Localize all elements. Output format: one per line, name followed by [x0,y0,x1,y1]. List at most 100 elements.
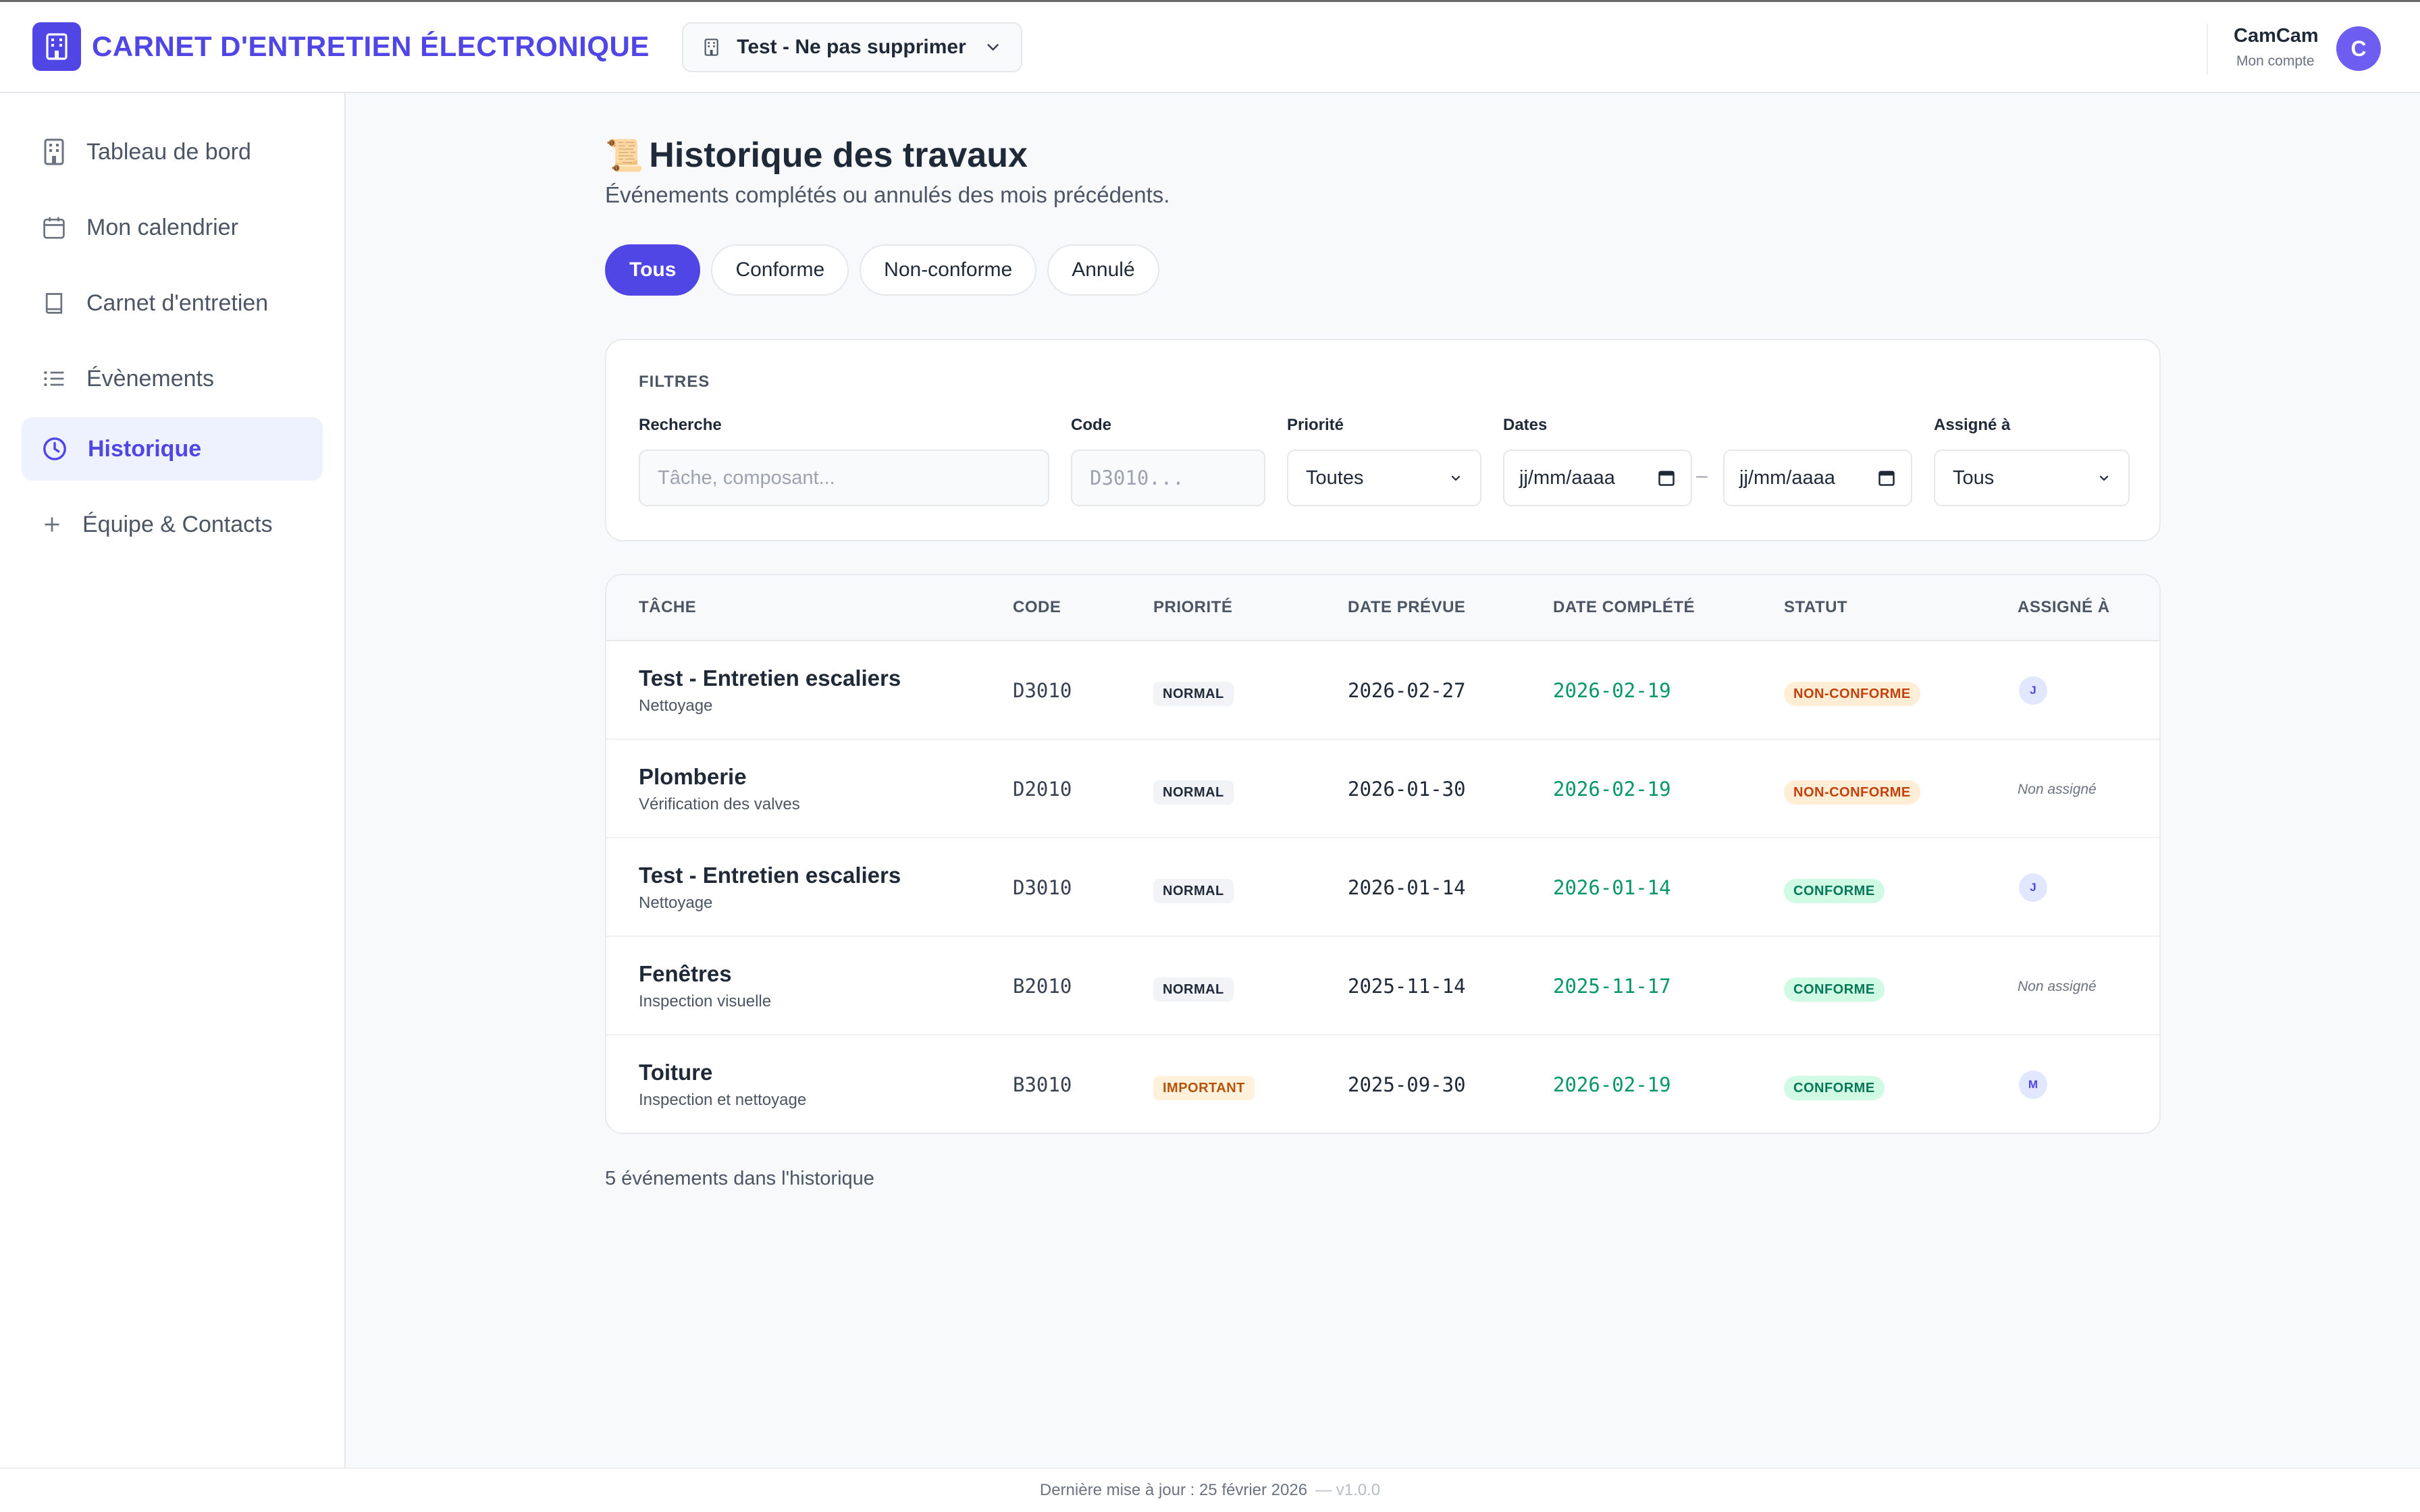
task-component: Vérification des valves [639,795,800,813]
status-badge: NON-CONFORME [1784,682,1920,706]
page-title: 📜 Historique des travaux [605,135,1028,176]
column-header-completed-date[interactable]: DATE COMPLÉTÉ [1553,598,1695,616]
filters-title: FILTRES [639,373,710,391]
tab-annule[interactable]: Annulé [1047,244,1159,296]
date-to-input[interactable]: jj/mm/aaaa [1723,450,1912,506]
building-selector[interactable]: Test - Ne pas supprimer [682,22,1022,72]
column-header-priority[interactable]: PRIORITÉ [1153,598,1233,616]
clock-icon [43,437,66,460]
due-date: 2025-11-14 [1348,975,1466,998]
date-range-separator: – [1696,464,1708,487]
tab-non-conforme[interactable]: Non-conforme [860,244,1037,296]
due-date: 2026-01-14 [1348,876,1466,899]
building-icon [704,38,718,56]
column-header-task[interactable]: TÂCHE [639,598,697,616]
status-badge: CONFORME [1784,879,1885,903]
sidebar: Tableau de bord Mon calendrier Carnet d'… [0,93,346,1467]
sidebar-item-calendar[interactable]: Mon calendrier [22,196,323,259]
search-input[interactable]: Tâche, composant... [639,450,1049,506]
priority-select-value: Toutes [1306,466,1364,489]
sidebar-item-label: Historique [88,435,202,462]
last-updated: Dernière mise à jour : 25 février 2026 [1039,1481,1308,1499]
search-label: Recherche [639,416,722,434]
history-table: TÂCHE CODE PRIORITÉ DATE PRÉVUE DATE COM… [605,574,2161,1134]
code-input[interactable]: D3010... [1071,450,1265,506]
task-component: Inspection et nettoyage [639,1091,807,1109]
status-badge: CONFORME [1784,977,1885,1002]
column-header-status[interactable]: STATUT [1784,598,1848,616]
user-avatar[interactable]: C [2336,26,2381,71]
user-name[interactable]: CamCam [2234,25,2319,47]
column-header-code[interactable]: CODE [1013,598,1061,616]
task-component: Inspection visuelle [639,992,772,1010]
tab-conforme[interactable]: Conforme [711,244,849,296]
dates-label: Dates [1503,416,1548,434]
table-row[interactable]: Test - Entretien escaliers Nettoyage D30… [606,838,2159,937]
task-component: Nettoyage [639,697,713,715]
date-from-value: jj/mm/aaaa [1519,466,1615,489]
calendar-icon [43,217,65,239]
sidebar-item-events[interactable]: Évènements [22,347,323,410]
priority-badge: NORMAL [1153,977,1234,1002]
sidebar-item-history[interactable]: Historique [22,417,323,481]
table-row[interactable]: Toiture Inspection et nettoyage B3010 IM… [606,1035,2159,1133]
column-header-assignee[interactable]: ASSIGNÉ À [2018,598,2110,616]
sidebar-item-dashboard[interactable]: Tableau de bord [22,120,323,184]
column-header-due-date[interactable]: DATE PRÉVUE [1348,598,1466,616]
assignee-avatar: J [2019,676,2047,705]
footer: Dernière mise à jour : 25 février 2026 —… [0,1467,2420,1512]
due-date: 2026-02-27 [1348,679,1466,702]
filters-panel: FILTRES Recherche Tâche, composant... Co… [605,339,2161,541]
task-title: Toiture [639,1060,713,1085]
sidebar-item-label: Mon calendrier [86,214,238,240]
building-icon [44,138,64,165]
task-code: B2010 [1013,975,1072,998]
sidebar-item-label: Évènements [86,365,214,392]
task-code: D3010 [1013,876,1072,899]
sidebar-item-label: Tableau de bord [86,138,251,165]
assigned-select-value: Tous [1953,466,1995,489]
task-title: Test - Entretien escaliers [639,863,901,888]
status-badge: NON-CONFORME [1784,780,1920,805]
due-date: 2025-09-30 [1348,1073,1466,1096]
history-count: 5 événements dans l'historique [605,1168,874,1189]
scroll-icon: 📜 [605,137,644,173]
sidebar-item-team-contacts[interactable]: Équipe & Contacts [22,493,323,556]
page-subtitle: Événements complétés ou annulés des mois… [605,182,1170,207]
chevron-down-icon [1451,475,1461,481]
task-title: Plomberie [639,764,747,789]
tab-all[interactable]: Tous [605,244,701,296]
table-row[interactable]: Plomberie Vérification des valves D2010 … [606,740,2159,838]
table-header: TÂCHE CODE PRIORITÉ DATE PRÉVUE DATE COM… [606,575,2159,641]
calendar-icon [1878,470,1895,486]
status-tabs: Tous Conforme Non-conforme Annulé [605,244,1159,296]
building-selector-label: Test - Ne pas supprimer [737,36,966,58]
sidebar-item-label: Équipe & Contacts [82,511,273,537]
sidebar-item-maintenance-book[interactable]: Carnet d'entretien [22,271,323,335]
account-link[interactable]: Mon compte [2236,53,2315,69]
table-row[interactable]: Fenêtres Inspection visuelle B2010 NORMA… [606,937,2159,1035]
app-version: — v1.0.0 [1315,1481,1381,1499]
status-badge: CONFORME [1784,1076,1885,1100]
priority-select[interactable]: Toutes [1287,450,1481,506]
priority-badge: NORMAL [1153,879,1234,903]
completed-date: 2025-11-17 [1553,975,1671,998]
logo[interactable] [32,22,81,71]
date-from-input[interactable]: jj/mm/aaaa [1503,450,1692,506]
date-to-value: jj/mm/aaaa [1739,466,1835,489]
table-row[interactable]: Test - Entretien escaliers Nettoyage D30… [606,641,2159,740]
task-title: Fenêtres [639,961,732,986]
task-code: D2010 [1013,778,1072,801]
priority-badge: NORMAL [1153,780,1234,805]
assignee-avatar: M [2019,1071,2047,1099]
chevron-down-icon [987,44,999,51]
building-icon [46,33,68,60]
task-code: D3010 [1013,679,1072,702]
completed-date: 2026-01-14 [1553,876,1671,899]
app-title[interactable]: CARNET D'ENTRETIEN ÉLECTRONIQUE [92,30,650,62]
book-icon [45,293,63,314]
completed-date: 2026-02-19 [1553,1073,1671,1096]
header-divider [2207,24,2208,75]
sidebar-item-label: Carnet d'entretien [86,290,269,316]
assigned-select[interactable]: Tous [1934,450,2130,506]
